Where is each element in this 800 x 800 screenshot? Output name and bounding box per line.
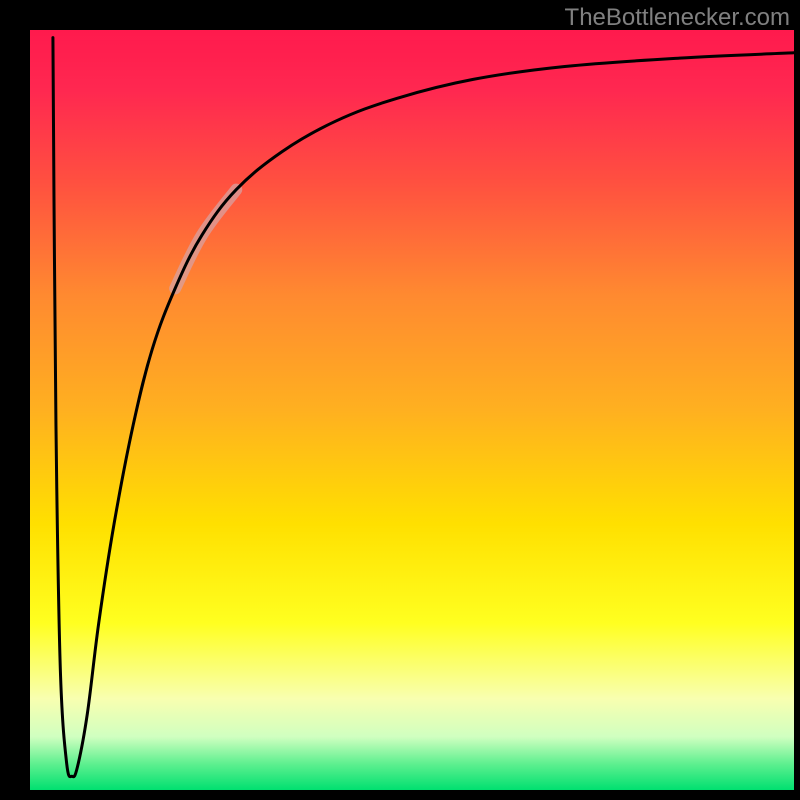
- watermark-text: TheBottlenecker.com: [565, 4, 790, 32]
- curve-layer: [30, 30, 794, 790]
- highlight-segment: [175, 190, 236, 289]
- plot-area: [30, 30, 794, 790]
- main-curve: [53, 38, 794, 777]
- chart-container: TheBottlenecker.com: [0, 0, 800, 800]
